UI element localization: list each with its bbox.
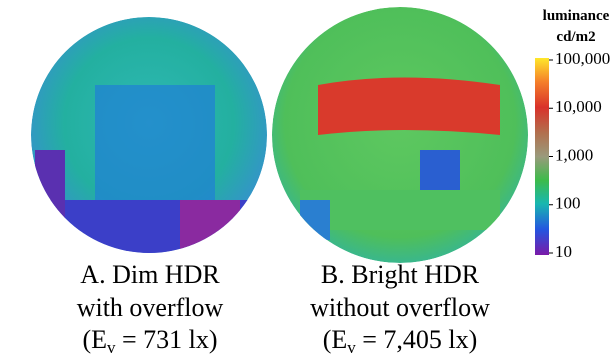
image-b [272,7,528,263]
image-a [30,17,270,260]
illuminance-prefix: (E [82,325,107,354]
colorbar-tick-label: 10 [555,242,572,261]
colorbar-title: luminance [543,8,610,24]
caption-line: without overflow [310,293,490,322]
figure: A. Dim HDR with overflow (Ev = 731 lx) B. B… [0,0,614,360]
colorbar [535,58,549,255]
illuminance-caption: (Ev = 7,405 lx) [323,325,478,357]
caption-line: A. Dim HDR [80,260,220,289]
colorbar-title: cd/m2 [556,29,595,45]
illuminance-caption: (Ev = 731 lx) [82,325,217,357]
colorbar-tick-label: 100,000 [555,49,610,68]
caption-line: with overflow [77,293,224,322]
caption-line: B. Bright HDR [321,260,480,289]
illuminance-suffix: = 731 lx) [116,325,218,354]
colorbar-tick-label: 10,000 [555,97,602,116]
colorbar-tick-label: 1,000 [555,145,593,164]
illuminance-suffix: = 7,405 lx) [356,325,478,354]
illuminance-prefix: (E [323,325,348,354]
colorbar-tick-label: 100 [555,194,581,213]
